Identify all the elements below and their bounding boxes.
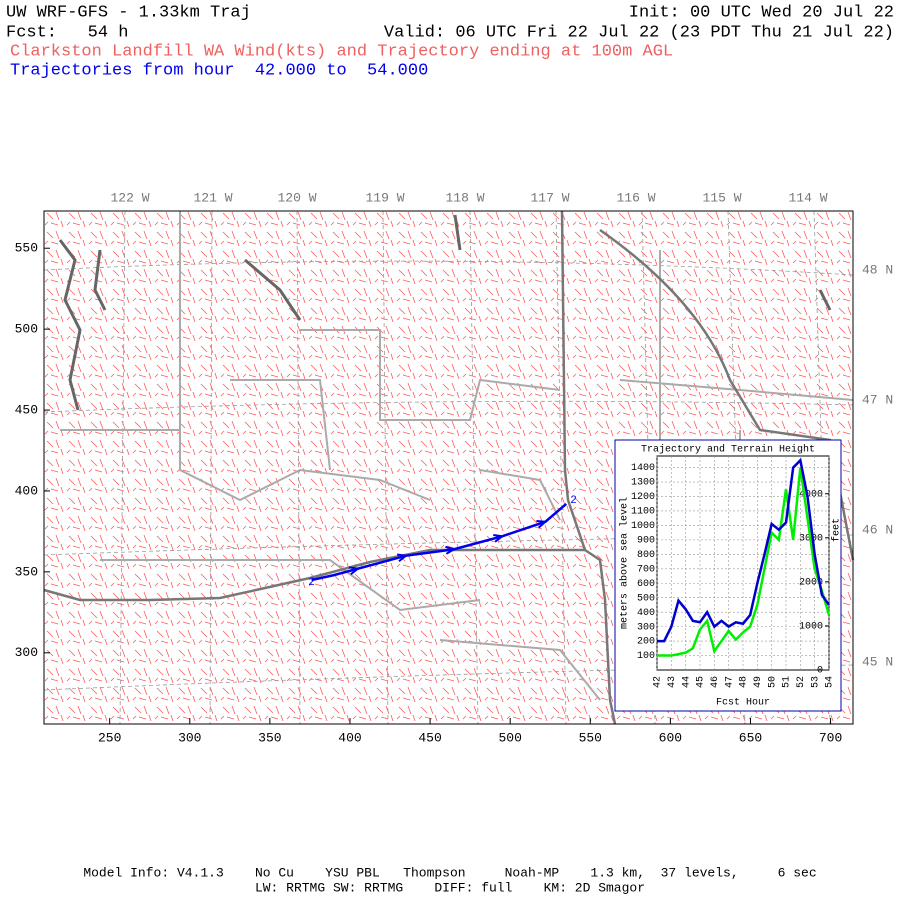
x-tick-label: 49 (753, 676, 764, 688)
longitude-label: 115 W (702, 190, 741, 205)
x-tick-label: 48 (739, 676, 750, 688)
y-axis-label: meters above sea level (619, 497, 631, 629)
x-tick-label: 44 (681, 676, 692, 688)
y-tick-label: 500 (637, 593, 655, 604)
inset-title: Trajectory and Terrain Height (641, 444, 815, 456)
latitude-label: 45 N (862, 654, 893, 669)
y-tick-label: 1300 (631, 478, 655, 489)
y-tick-label: 500 (15, 322, 38, 337)
trajectory-arrowhead (493, 534, 503, 543)
x-tick-label: 550 (579, 730, 602, 745)
x-tick-label: 53 (810, 676, 821, 688)
x-tick-label: 450 (418, 730, 441, 745)
x-tick-label: 46 (710, 676, 721, 688)
y-tick-label: 550 (15, 241, 38, 256)
longitude-label: 116 W (616, 190, 655, 205)
trajectory-arrowhead (348, 566, 359, 575)
y-tick-label: 300 (637, 622, 655, 633)
init-time: Init: 00 UTC Wed 20 Jul 22 (629, 3, 894, 22)
x-tick-label: 700 (819, 730, 842, 745)
forecast-hour: Fcst: 54 h (6, 23, 128, 42)
trajectory-arrowhead (396, 553, 407, 563)
latitude-label: 46 N (862, 522, 893, 537)
x-axis-label: Fcst Hour (716, 698, 770, 709)
longitude-label: 119 W (365, 190, 404, 205)
y2-tick-label: 2000 (799, 578, 823, 589)
subtitle: Clarkston Landfill WA Wind(kts) and Traj… (10, 42, 673, 61)
y-tick-label: 1000 (631, 521, 655, 532)
longitude-label: 118 W (445, 190, 484, 205)
y2-tick-label: 0 (817, 666, 823, 677)
footer-line: LW: RRTMG SW: RRTMG DIFF: full KM: 2D Sm… (255, 880, 645, 895)
y2-tick-label: 1000 (799, 622, 823, 633)
map-frame (43, 210, 854, 725)
y2-axis-label: feet (831, 518, 843, 542)
trajectory-label: 2 (570, 495, 577, 507)
state-borders (43, 210, 855, 725)
y-tick-label: 1400 (631, 463, 655, 474)
x-tick-label: 650 (739, 730, 762, 745)
trajectory-hours: Trajectories from hour 42.000 to 54.000 (10, 61, 428, 80)
x-tick-label: 350 (258, 730, 281, 745)
y-tick-label: 1100 (631, 507, 655, 518)
x-tick-label: 52 (796, 676, 807, 688)
valid-time: Valid: 06 UTC Fri 22 Jul 22 (23 PDT Thu … (384, 23, 894, 42)
y-tick-label: 450 (15, 402, 38, 417)
y-tick-label: 400 (637, 608, 655, 619)
longitude-label: 122 W (110, 190, 149, 205)
series-line (657, 467, 831, 657)
x-tick-label: 43 (667, 676, 678, 688)
x-tick-label: 600 (659, 730, 682, 745)
x-tick-label: 300 (178, 730, 201, 745)
trajectory-arrowhead (445, 545, 455, 555)
x-tick-label: 54 (825, 676, 836, 688)
y2-tick-label: 4000 (799, 489, 823, 500)
y-tick-label: 100 (637, 651, 655, 662)
trajectory-arrowhead (536, 520, 547, 529)
y-tick-label: 600 (637, 579, 655, 590)
y-tick-label: 200 (637, 637, 655, 648)
longitude-label: 121 W (193, 190, 232, 205)
x-tick-label: 50 (767, 676, 778, 688)
latitude-label: 47 N (862, 392, 893, 407)
latitude-label: 48 N (862, 262, 893, 277)
x-tick-label: 250 (98, 730, 121, 745)
y-tick-label: 900 (637, 536, 655, 547)
trajectory-line (311, 502, 568, 582)
x-tick-label: 400 (338, 730, 361, 745)
inset-chart: Trajectory and Terrain Height Fcst Hour … (614, 439, 843, 712)
longitude-label: 117 W (530, 190, 569, 205)
x-tick-label: 45 (696, 676, 707, 688)
x-tick-label: 42 (653, 676, 664, 688)
longitude-label: 114 W (788, 190, 827, 205)
longitude-label: 120 W (277, 190, 316, 205)
series-line (657, 457, 831, 643)
coastline (58, 214, 832, 411)
title: UW WRF-GFS - 1.33km Traj (6, 3, 251, 22)
y-tick-label: 800 (637, 550, 655, 561)
y-tick-label: 1200 (631, 492, 655, 503)
trajectory-label: 2 (308, 577, 315, 589)
y-tick-label: 400 (15, 483, 38, 498)
y-tick-label: 300 (15, 645, 38, 660)
x-tick-label: 47 (724, 676, 735, 688)
y-tick-label: 350 (15, 564, 38, 579)
y-tick-label: 700 (637, 564, 655, 575)
x-tick-label: 500 (498, 730, 521, 745)
x-tick-label: 51 (782, 676, 793, 688)
footer-line: Model Info: V4.1.3 No Cu YSU PBL Thompso… (83, 865, 816, 880)
